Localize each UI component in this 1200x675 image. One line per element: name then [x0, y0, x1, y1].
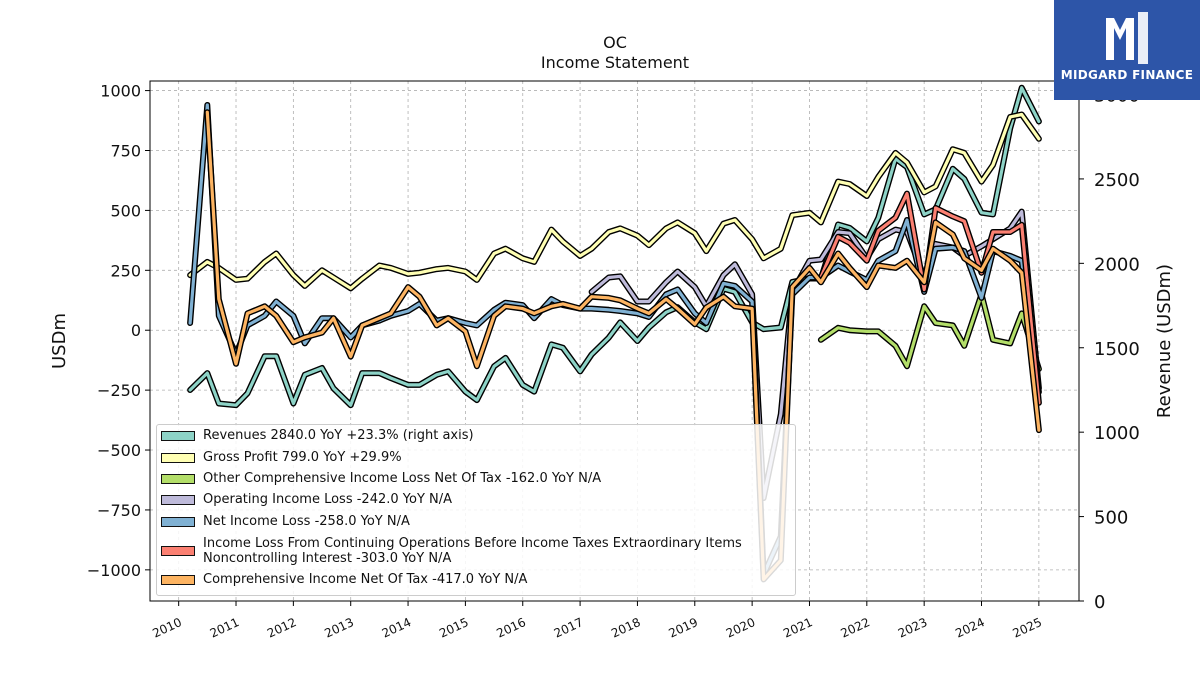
y2-tick-label: 0: [1094, 592, 1105, 613]
chart-subtitle: Income Statement: [540, 53, 690, 72]
legend-swatch: [161, 452, 195, 463]
x-tick-label: 2018: [609, 615, 643, 641]
y-tick-label: 500: [110, 201, 141, 220]
legend-item: Income Loss From Continuing Operations B…: [161, 536, 793, 566]
legend-swatch: [161, 546, 195, 556]
x-tick-label: 2010: [150, 615, 184, 641]
series-line-6: [205, 110, 1041, 581]
x-tick-label: 2025: [1011, 615, 1045, 641]
legend-label: Gross Profit 799.0 YoY +29.9%: [203, 450, 402, 465]
y-tick-label: 0: [131, 321, 141, 340]
legend-swatch: [161, 494, 195, 505]
legend: Revenues 2840.0 YoY +23.3% (right axis) G…: [156, 424, 796, 596]
legend-label: Revenues 2840.0 YoY +23.3% (right axis): [203, 428, 474, 443]
x-tick-label: 2013: [322, 615, 356, 641]
y2-tick-label: 1500: [1094, 339, 1140, 360]
y-tick-label: 1000: [100, 82, 141, 101]
y2-tick-label: 1000: [1094, 423, 1140, 444]
x-tick-label: 2011: [208, 615, 242, 641]
x-tick-label: 2015: [437, 615, 471, 641]
legend-swatch: [161, 574, 195, 585]
y-tick-label: 250: [110, 261, 141, 280]
x-tick-label: 2023: [896, 615, 930, 641]
brand-logo: MIDGARD FINANCE: [1054, 0, 1200, 100]
legend-label: Income Loss From Continuing Operations B…: [203, 536, 742, 566]
y-tick-label: 750: [110, 141, 141, 160]
x-tick-label: 2020: [724, 615, 758, 641]
x-tick-label: 2022: [838, 615, 872, 641]
legend-item: Other Comprehensive Income Loss Net Of T…: [161, 471, 601, 486]
legend-item: Gross Profit 799.0 YoY +29.9%: [161, 450, 402, 465]
x-tick-label: 2016: [494, 615, 528, 641]
midgard-logo-icon: [1106, 12, 1148, 64]
y-axis-label: USDm: [49, 313, 70, 369]
y2-tick-label: 2000: [1094, 254, 1140, 275]
legend-item: Net Income Loss -258.0 YoY N/A: [161, 514, 410, 529]
chart-title: OC: [603, 33, 627, 52]
x-tick-label: 2014: [380, 615, 414, 641]
legend-label: Operating Income Loss -242.0 YoY N/A: [203, 492, 453, 507]
x-tick-label: 2024: [953, 615, 987, 641]
y-tick-label: −500: [97, 441, 141, 460]
legend-item: Operating Income Loss -242.0 YoY N/A: [161, 492, 452, 507]
series-line-1: [188, 112, 1041, 290]
legend-label: Comprehensive Income Net Of Tax -417.0 Y…: [203, 572, 528, 587]
series-line-5: [819, 192, 1041, 405]
x-tick-label: 2017: [552, 615, 586, 641]
x-tick-label: 2021: [781, 615, 815, 641]
y-tick-label: −1000: [87, 561, 141, 580]
legend-swatch: [161, 430, 195, 441]
legend-swatch: [161, 473, 195, 484]
legend-item: Comprehensive Income Net Of Tax -417.0 Y…: [161, 572, 527, 587]
legend-item: Revenues 2840.0 YoY +23.3% (right axis): [161, 428, 474, 443]
series-outline-5: [817, 190, 1042, 406]
series-line-0: [188, 86, 1041, 407]
legend-swatch: [161, 516, 195, 527]
y2-tick-label: 2500: [1094, 170, 1140, 191]
y2-tick-label: 500: [1094, 508, 1128, 529]
legend-label: Other Comprehensive Income Loss Net Of T…: [203, 471, 602, 486]
y-tick-label: −250: [97, 381, 141, 400]
x-tick-label: 2019: [666, 615, 700, 641]
y2-axis-label: Revenue (USDm): [1154, 264, 1175, 418]
series-lines: [187, 84, 1042, 583]
brand-name: MIDGARD FINANCE: [1060, 68, 1194, 82]
series-line-2: [819, 292, 1041, 371]
legend-label: Net Income Loss -258.0 YoY N/A: [203, 514, 410, 529]
plot-frame: [149, 80, 1080, 602]
x-tick-label: 2012: [265, 615, 299, 641]
y-tick-label: −750: [97, 501, 141, 520]
